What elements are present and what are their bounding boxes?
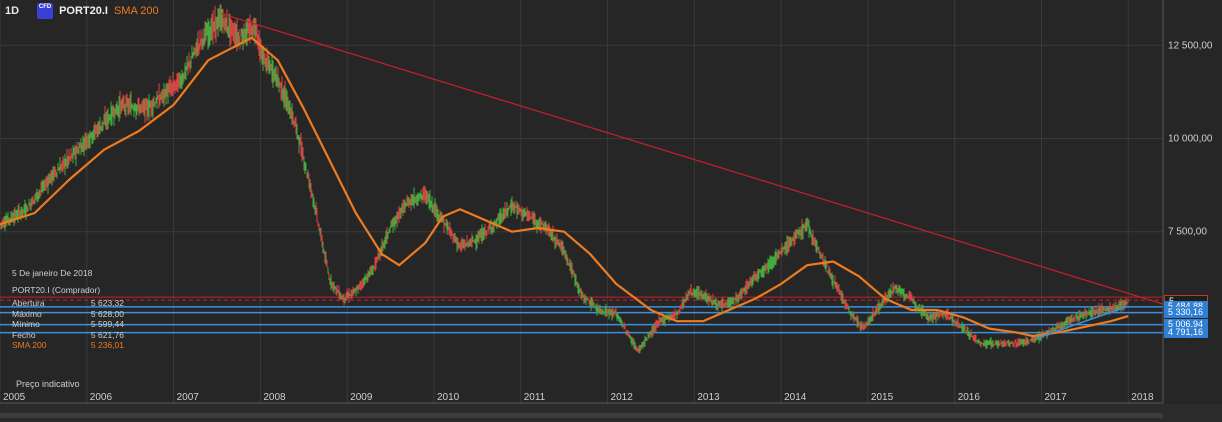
- info-value: 5 599,44: [90, 319, 124, 330]
- y-tick-label: 7 500,00: [1168, 227, 1207, 238]
- info-value: 5 623,32: [90, 298, 124, 309]
- info-row-open: Abertura 5 623,32: [12, 298, 124, 309]
- resistance-trendline: [221, 13, 1177, 309]
- price-tag-4791: 4 791,16: [1164, 327, 1208, 339]
- x-tick-label: 2005: [3, 392, 26, 403]
- ohlc-info-panel: 5 De janeiro De 2018 PORT20.I (Comprador…: [12, 268, 124, 351]
- cfd-icon: CFD: [37, 3, 54, 19]
- info-value: 5 628,00: [90, 308, 124, 319]
- info-value: 5 621,76: [90, 329, 124, 340]
- x-tick-label: 2008: [263, 392, 286, 403]
- symbol-label[interactable]: PORT20.I: [59, 5, 108, 17]
- price-tag-5484: 5 484,88: [1164, 301, 1208, 313]
- x-tick-label: 2011: [524, 392, 546, 403]
- scrollbar-thumb: [0, 413, 1163, 418]
- info-label: Mínimo: [12, 319, 40, 330]
- sma-200-series: [0, 36, 1129, 338]
- info-value: 5 236,01: [90, 340, 124, 351]
- x-tick-label: 2006: [90, 392, 113, 403]
- x-tick-label: 2017: [1044, 392, 1067, 403]
- info-row-close: Fecho 5 621,76: [12, 330, 124, 341]
- price-tag-5006: 5 006,94: [1164, 319, 1208, 331]
- info-label: Fecho: [12, 329, 36, 340]
- info-row-high: Máximo 5 628,00: [12, 309, 124, 320]
- indicative-price-note: Preço indicativo: [16, 379, 80, 389]
- chart-grid: [0, 0, 1163, 403]
- support-trendline: [1036, 305, 1129, 339]
- info-title: PORT20.I (Comprador): [12, 285, 101, 295]
- info-label: SMA 200: [12, 340, 47, 351]
- x-tick-label: 2009: [350, 392, 373, 403]
- info-date: 5 De janeiro De 2018: [12, 268, 93, 278]
- sma-200-line: [0, 36, 1129, 338]
- x-tick-label: 2013: [697, 392, 720, 403]
- x-tick-label: 2007: [177, 392, 200, 403]
- info-row-sma: SMA 200 5 236,01: [12, 340, 124, 351]
- indicator-label[interactable]: SMA 200: [113, 5, 159, 17]
- info-label: Abertura: [12, 298, 45, 309]
- price-tag-5330: 5 330,16: [1164, 307, 1208, 319]
- info-label: Máximo: [12, 308, 42, 319]
- x-tick-label: 2015: [871, 392, 894, 403]
- y-tick-label: 12 500,00: [1168, 40, 1213, 51]
- x-tick-label: 2010: [437, 392, 460, 403]
- timeframe-label[interactable]: 1D: [5, 5, 20, 17]
- y-tick-label: 10 000,00: [1168, 133, 1213, 144]
- candlestick-series: [0, 4, 1129, 354]
- trendlines: [221, 13, 1177, 339]
- x-tick-label: 2012: [611, 392, 634, 403]
- chart-header: 1D CFD PORT20.I SMA 200: [5, 3, 159, 19]
- x-tick-label: 2018: [1131, 392, 1154, 403]
- info-row-low: Mínimo 5 599,44: [12, 319, 124, 330]
- x-tick-label: 2016: [958, 392, 981, 403]
- x-tick-label: 2014: [784, 392, 807, 403]
